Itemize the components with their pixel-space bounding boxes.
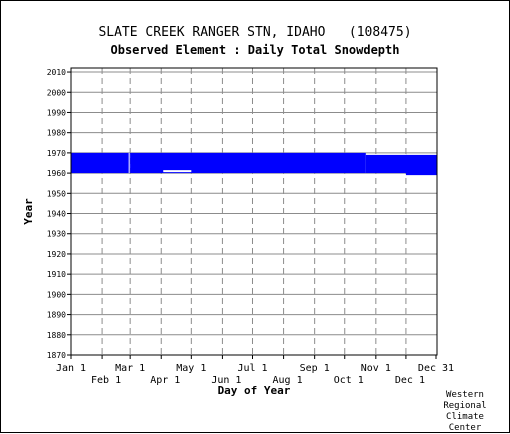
snowdepth-bar (365, 154, 407, 174)
credit-line: Climate (446, 412, 484, 422)
y-tick-label: 1960 (47, 169, 66, 178)
x-tick-label: Oct 1 (334, 375, 364, 386)
x-tick-label: Sep 1 (300, 363, 330, 374)
chart-subtitle: Observed Element : Daily Total Snowdepth (110, 43, 400, 57)
snowdepth-bar (130, 152, 366, 174)
y-tick-label: 1980 (47, 129, 66, 138)
x-tick-label: Nov 1 (361, 363, 391, 374)
x-tick-label: Dec 31 (418, 363, 454, 374)
y-tick-label: 2000 (47, 88, 66, 97)
y-tick-label: 1890 (47, 311, 66, 320)
x-axis-title: Day of Year (218, 384, 291, 397)
y-tick-label: 1950 (47, 189, 66, 198)
y-tick-label: 1990 (47, 108, 66, 117)
x-tick-label: Jan 1 (56, 363, 86, 374)
x-tick-label: Aug 1 (273, 375, 303, 386)
y-tick-label: 1870 (47, 351, 66, 360)
x-tick-label: Mar 1 (115, 363, 145, 374)
x-tick-label: Jul 1 (237, 363, 267, 374)
wrcc-credit: Western Regional Climate Center (435, 390, 495, 434)
credit-line: Regional (443, 401, 487, 411)
y-tick-label: 1930 (47, 230, 66, 239)
x-tick-label: May 1 (176, 363, 206, 374)
x-tick-label: Dec 1 (395, 375, 425, 386)
y-tick-label: 1880 (47, 331, 66, 340)
y-axis-title: Year (22, 198, 35, 225)
y-tick-label: 1940 (47, 210, 66, 219)
plot-border (70, 67, 438, 356)
credit-line: Western (446, 390, 484, 400)
credit-line: Center (448, 423, 482, 433)
y-tick-label: 1910 (47, 270, 66, 279)
x-tick-label: Feb 1 (91, 375, 121, 386)
chart-title: SLATE CREEK RANGER STN, IDAHO (108475) (98, 25, 412, 40)
y-tick-label: 1900 (47, 290, 66, 299)
y-tick-label: 1920 (47, 250, 66, 259)
plot-area (71, 68, 437, 355)
y-tick-label: 2010 (47, 68, 66, 77)
snowdepth-bar (71, 152, 131, 174)
y-tick-label: 1970 (47, 149, 66, 158)
x-tick-label: Jun 1 (211, 375, 241, 386)
snowdepth-bar (405, 154, 437, 176)
x-tick-label: Apr 1 (150, 375, 180, 386)
